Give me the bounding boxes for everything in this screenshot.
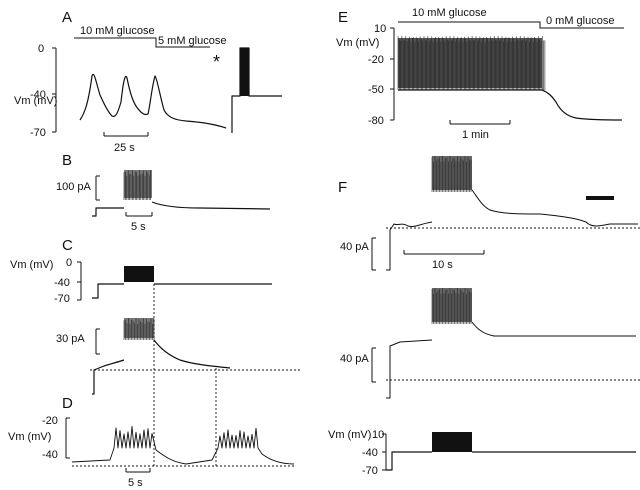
panel-e-tick-80: -80 [368, 115, 384, 127]
panel-f-yaxis [382, 433, 387, 471]
panel-f-top-scale-label: 40 pA [340, 241, 369, 253]
panel-a-asterisk: * [213, 52, 220, 72]
panel-f-pulse-block [432, 432, 472, 452]
panel-a-tick-70: -70 [30, 127, 46, 139]
panel-c-current-scale [95, 328, 100, 355]
panel-c-ylabel: Vm (mV) [10, 259, 53, 271]
panel-c-pulse-block [124, 266, 154, 282]
panel-f-top-burst-fill [432, 156, 472, 190]
panel-c-yaxis [77, 261, 82, 301]
panel-a-glucose-left: 10 mM glucose [80, 25, 155, 37]
panel-b-burst [123, 170, 151, 200]
panel-f-tick-70: -70 [362, 465, 378, 477]
panel-f: F 40 pA 10 s 40 pA Vm (mV) 10 -40 -70 [328, 156, 640, 477]
panel-d-time-scale [125, 468, 151, 473]
panel-e-glucose-bar [398, 21, 624, 29]
panel-c-tick-70: -70 [54, 293, 70, 305]
panel-b-trace [92, 201, 271, 217]
panel-f-time-scale [403, 250, 485, 255]
panel-a-ylabel: Vm (mV) [14, 95, 57, 107]
panel-b-yscale [95, 175, 100, 201]
panel-c-burst [123, 318, 155, 340]
panel-d: D -20 Vm (mV) -40 5 s [8, 395, 296, 489]
panel-a-label: A [62, 9, 72, 26]
panel-c-tick-0: 0 [66, 257, 72, 269]
panel-c-tick-40: -40 [54, 277, 70, 289]
panel-b-label: B [62, 152, 72, 169]
panel-a-time-scale [103, 132, 149, 137]
panel-d-trace [71, 425, 295, 465]
panel-e-glucose-left: 10 mM glucose [412, 7, 487, 19]
panel-c-voltage-trace [92, 283, 272, 299]
panel-e-spikes [397, 36, 546, 90]
panel-e-tick-50: -50 [368, 84, 384, 96]
panel-a-time-label: 25 s [114, 142, 135, 154]
panel-b-ylabel: 100 pA [56, 181, 92, 193]
panel-d-tick-20: -20 [42, 415, 58, 427]
panel-f-mid-scale-label: 40 pA [340, 353, 369, 365]
panel-a-tick-40: -40 [30, 89, 46, 101]
panel-e-trace [398, 89, 623, 121]
panel-a-glucose-bar [74, 37, 210, 48]
panel-c: C Vm (mV) 0 -40 -70 30 pA [10, 237, 300, 395]
panel-d-time-label: 5 s [128, 477, 143, 489]
panel-f-top-scale [371, 237, 376, 271]
panel-c-current-label: 30 pA [56, 333, 85, 345]
panel-a-glucose-right: 5 mM glucose [158, 35, 226, 47]
panel-d-label: D [62, 395, 73, 412]
panel-a-tick-0: 0 [38, 43, 44, 55]
panel-f-mid-burst [431, 288, 472, 324]
panel-f-tick-40: -40 [362, 447, 378, 459]
panel-f-label: F [338, 179, 347, 196]
panel-e-tick-10: 10 [374, 23, 386, 35]
panel-e-time-scale [449, 120, 511, 125]
panel-f-time-label: 10 s [432, 259, 453, 271]
panel-e-glucose-right: 0 mM glucose [546, 15, 614, 27]
panel-a: A 10 mM glucose 5 mM glucose * Vm (mV) 0… [14, 9, 282, 154]
panel-b: B 100 pA 5 s [56, 152, 271, 233]
panel-f-mid-burst-fill [432, 288, 472, 322]
panel-f-ylabel: Vm (mV) [328, 429, 371, 441]
panel-e-spike-fill [398, 38, 542, 88]
panel-b-time-label: 5 s [131, 221, 146, 233]
panel-f-mid-scale [371, 347, 376, 383]
panel-e-time-label: 1 min [462, 129, 489, 141]
panel-c-current-trace [92, 339, 231, 395]
panel-a-yaxis [52, 47, 57, 133]
panel-f-voltage-trace [386, 451, 636, 471]
panel-e-ylabel: Vm (mV) [336, 37, 379, 49]
panel-d-ylabel: Vm (mV) [8, 431, 51, 443]
panel-d-yaxis [65, 417, 70, 459]
panel-f-mid-trace [386, 321, 636, 399]
panel-a-inset-trace [231, 47, 282, 133]
panel-b-time-scale [125, 212, 153, 217]
panel-a-pulse-block [240, 48, 249, 96]
panel-e-yaxis [390, 27, 395, 121]
panel-f-top-trace [386, 189, 638, 271]
panel-e-label: E [338, 9, 348, 26]
panel-a-trace [79, 73, 227, 129]
panel-c-label: C [62, 237, 73, 254]
panel-e: E 10 mM glucose 0 mM glucose Vm (mV) 10 … [336, 7, 624, 141]
panel-d-tick-40: -40 [42, 449, 58, 461]
panel-e-tick-20: -20 [368, 54, 384, 66]
panel-f-tick-10: 10 [372, 429, 384, 441]
panel-f-top-burst [431, 156, 472, 192]
